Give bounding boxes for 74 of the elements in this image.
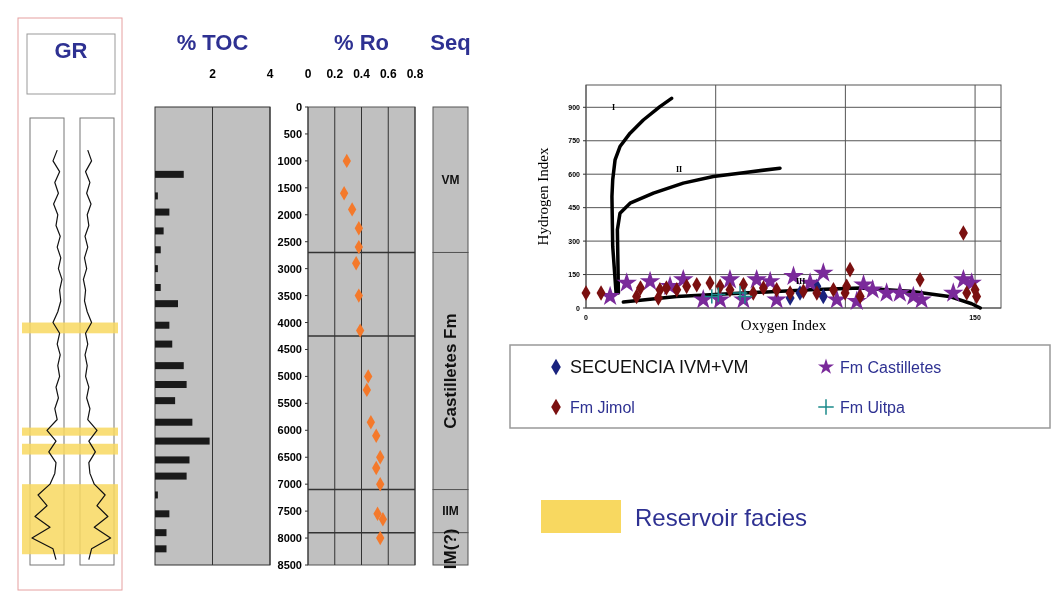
legend-label: Fm Jimol [570,399,635,416]
y-tick-label: 500 [283,127,302,140]
y-tick-label: 2000 [277,208,302,221]
x-tick-label: 0.6 [379,67,397,81]
x-tick-label: 0.2 [326,67,344,81]
bar [155,545,167,553]
legend-label: SECUENCIA IVM+VM [570,357,749,377]
x-tick-label: 2 [209,67,217,81]
point [889,282,911,302]
bar [155,246,161,254]
point [693,288,714,309]
bar [155,170,184,178]
y-tick-label: 5000 [277,370,302,383]
point [732,285,749,302]
bar [155,192,158,200]
bar [155,456,190,464]
point [943,282,964,302]
y-tick-label: 0 [295,101,302,113]
bar [155,227,164,235]
bar [155,284,161,292]
bar [155,340,173,348]
series-label: Castilletes Fm [441,313,460,429]
bar [155,472,187,480]
legend-label: Fm Castilletes [840,359,942,376]
chart-title: GR [54,38,88,63]
bar [155,362,184,370]
chart-title: % Ro [334,30,389,55]
point [813,262,834,282]
y-tick-label: 2500 [277,235,302,248]
x-tick-label: 0.8 [406,67,424,81]
y-tick-label: 4500 [277,343,302,356]
y-tick-label: 4000 [277,316,302,329]
bar [155,321,170,329]
bar [155,491,158,499]
y-tick-label: 8500 [277,559,302,571]
y-tick-label: 6500 [277,451,302,464]
y-tick-label: 8000 [277,532,302,545]
point [719,268,741,289]
series-label: IIM [442,504,459,519]
bar [155,397,176,405]
y-tick-label: 7500 [277,505,302,518]
bar [155,380,187,388]
point [616,272,637,292]
point [639,270,661,291]
annotation: II [676,165,683,174]
y-tick-label: 5500 [277,397,302,410]
annotation: I [612,103,616,112]
bar [155,208,170,216]
x-tick-label: 4 [266,67,274,81]
bar [155,300,178,308]
y-axis-title: Hydrogen Index [535,147,551,246]
chart-title: Seq [430,30,471,55]
bar [155,437,210,445]
y-tick-label: 3000 [277,262,302,275]
y-tick-label: 6000 [277,424,302,437]
series-label: IM(?) [441,528,460,570]
x-tick-label: 0.4 [353,67,371,81]
x-tick-label: 0 [304,67,312,81]
chart-title: % TOC [176,30,249,55]
y-tick-label: 1500 [277,181,302,194]
bar [155,265,158,273]
point [746,268,767,289]
point [703,288,720,305]
legend-label: Reservoir facies [635,504,808,531]
point [710,286,727,303]
series-label: VM [441,172,460,187]
x-axis-title: Oxygen Index [740,317,827,333]
bar [155,510,170,518]
legend-label: Fm Uitpa [840,399,905,416]
y-tick-label: 7000 [277,478,302,491]
y-tick-label: 3500 [277,289,302,302]
bar [155,418,193,426]
bar [155,529,167,537]
y-tick-label: 1000 [277,154,302,167]
